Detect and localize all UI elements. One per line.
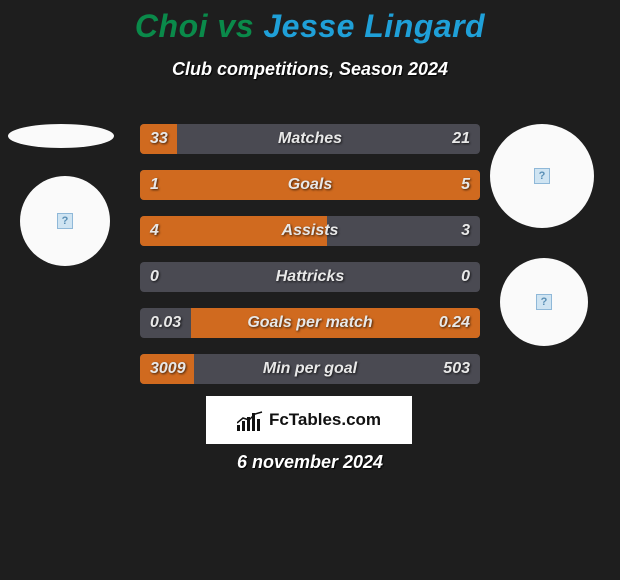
avatar-right-1: ? (490, 124, 594, 228)
stat-value-right: 5 (461, 170, 470, 200)
placeholder-icon: ? (57, 213, 73, 229)
page-title: Choi vs Jesse Lingard (0, 0, 620, 45)
footer-brand-box: FcTables.com (206, 396, 412, 444)
stat-value-right: 0 (461, 262, 470, 292)
stat-label: Goals per match (140, 308, 480, 338)
placeholder-icon: ? (536, 294, 552, 310)
avatar-disc (8, 124, 114, 148)
stat-label: Assists (140, 216, 480, 246)
stat-label: Min per goal (140, 354, 480, 384)
stat-label: Matches (140, 124, 480, 154)
stat-value-right: 3 (461, 216, 470, 246)
player2-name: Jesse Lingard (263, 8, 485, 44)
subtitle: Club competitions, Season 2024 (0, 59, 620, 80)
stat-value-right: 0.24 (439, 308, 470, 338)
avatar-left: ? (20, 176, 110, 266)
avatar-right-2: ? (500, 258, 588, 346)
player1-name: Choi (135, 8, 208, 44)
vs-text: vs (208, 8, 263, 44)
placeholder-icon: ? (534, 168, 550, 184)
stat-row: 0Hattricks0 (140, 262, 480, 292)
footer-date: 6 november 2024 (0, 452, 620, 473)
stat-label: Goals (140, 170, 480, 200)
stat-row: 3009Min per goal503 (140, 354, 480, 384)
stat-value-right: 21 (452, 124, 470, 154)
stat-row: 33Matches21 (140, 124, 480, 154)
stat-label: Hattricks (140, 262, 480, 292)
fctables-logo-icon (237, 409, 265, 431)
stat-row: 1Goals5 (140, 170, 480, 200)
stat-row: 0.03Goals per match0.24 (140, 308, 480, 338)
stat-value-right: 503 (443, 354, 470, 384)
stats-container: 33Matches21 1Goals5 4Assists3 0Hattricks0 0.… (140, 124, 480, 400)
footer-brand-text: FcTables.com (269, 410, 381, 430)
stat-row: 4Assists3 (140, 216, 480, 246)
